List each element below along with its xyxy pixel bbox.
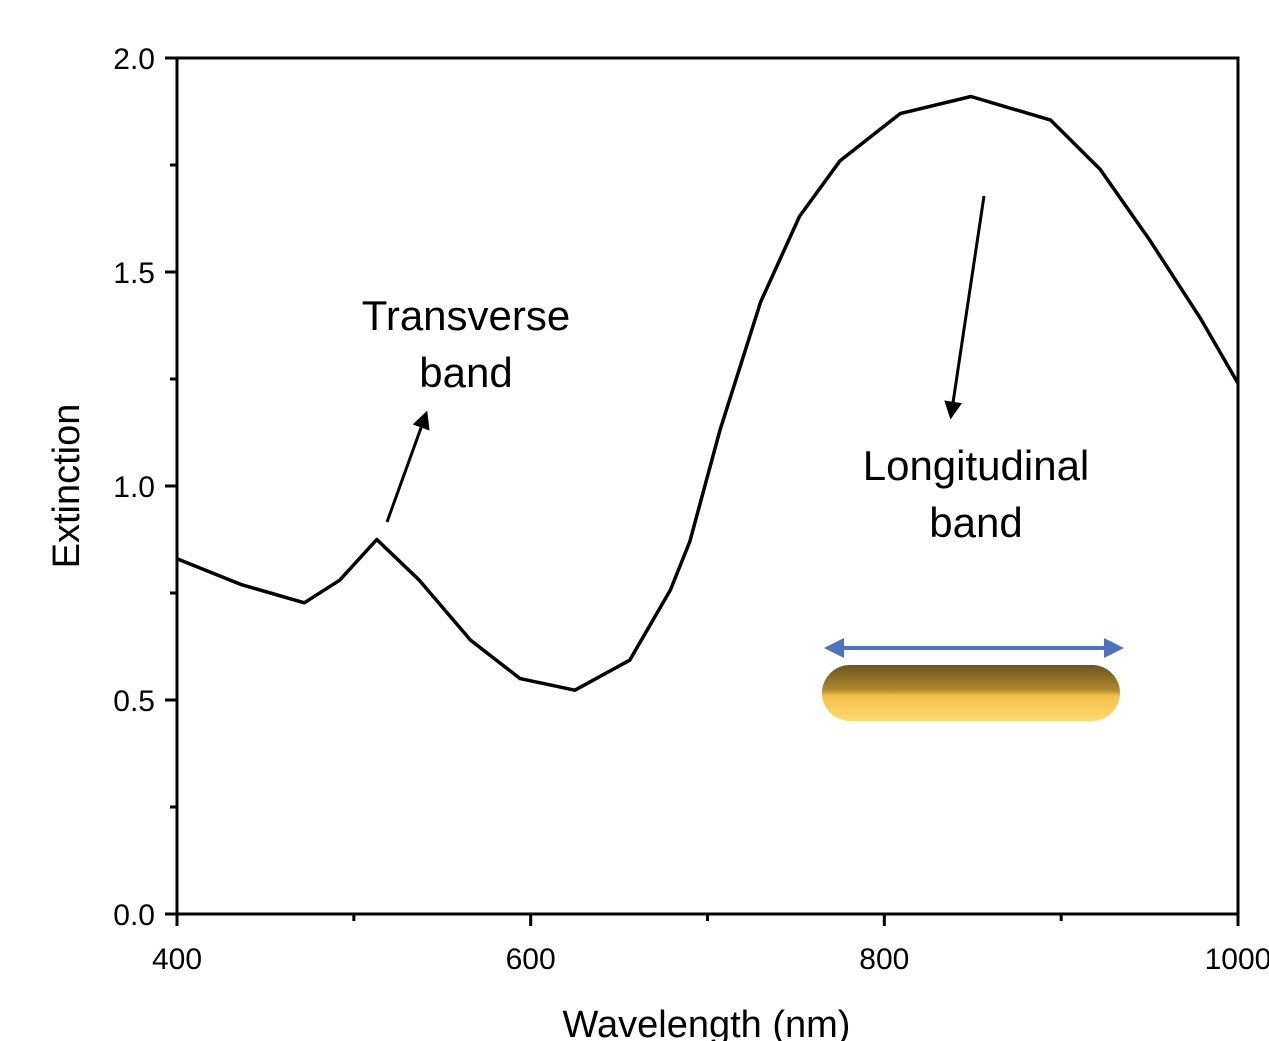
- y-tick-label: 1.0: [113, 471, 155, 504]
- y-axis-title: Extinction: [46, 404, 88, 569]
- x-tick-label: 1000: [1205, 943, 1269, 976]
- annotation: Longitudinal: [863, 442, 1090, 489]
- arrow: [944, 195, 986, 420]
- x-tick-label: 400: [152, 943, 202, 976]
- y-tick-label: 0.0: [113, 899, 155, 932]
- annotation: band: [419, 349, 512, 396]
- arrow: [385, 410, 430, 523]
- y-tick-label: 0.5: [113, 685, 155, 718]
- y-tick-label: 2.0: [113, 43, 155, 76]
- nanorod: [822, 665, 1120, 721]
- annotation: band: [929, 499, 1022, 546]
- data-line: [176, 94, 1240, 692]
- x-axis-title: Wavelength (nm): [563, 1004, 851, 1041]
- annotation: Transverse: [362, 292, 571, 339]
- x-tick-label: 600: [506, 943, 556, 976]
- y-tick-label: 1.5: [113, 257, 155, 290]
- plot: 0.0 0.5 1.0 1.5 2.0 400 600 800 1000 Wavelength (…: [46, 43, 1269, 1041]
- x-tick-label: 800: [859, 943, 909, 976]
